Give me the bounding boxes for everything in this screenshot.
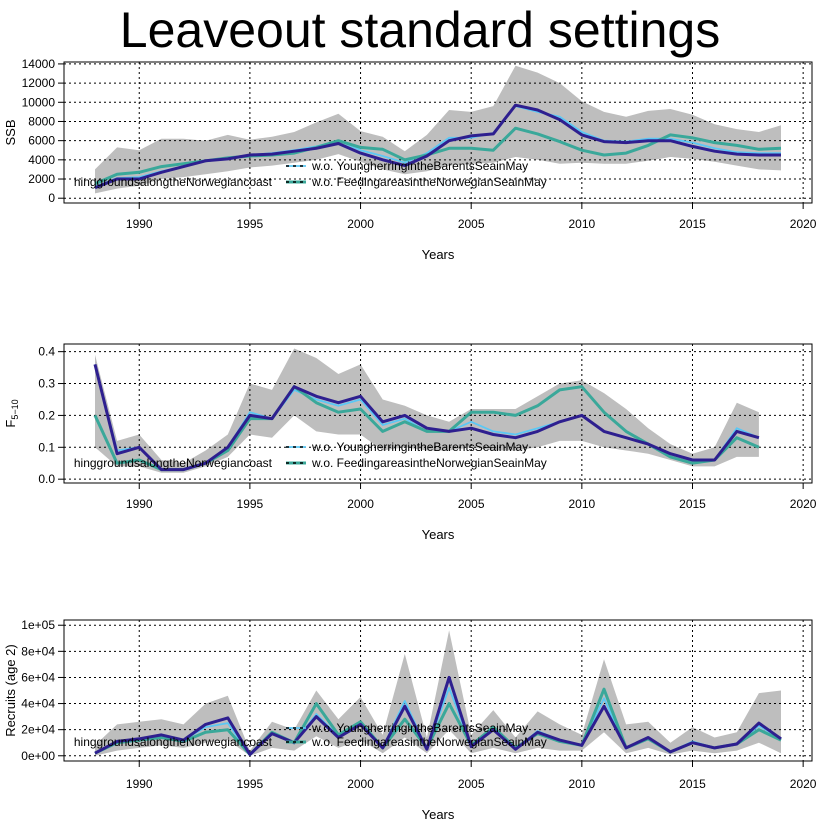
confidence-band xyxy=(95,630,781,756)
series-line-baseline xyxy=(94,103,781,190)
y-tick-label: 0e+00 xyxy=(21,749,55,763)
y-axis-title-subscript: 5−10 xyxy=(10,399,20,419)
y-tick-label: 0.4 xyxy=(38,345,55,359)
x-tick-label: 2020 xyxy=(790,777,817,791)
legend-label-cut: hinggroundsalongtheNorwegiancoast xyxy=(74,456,273,470)
x-tick-label: 2010 xyxy=(568,777,595,791)
chart-panel-2: 1990 1995 2000 2005 2010 2015 2020 0.0 0.1 0.2 0.3… xyxy=(3,343,817,542)
legend-label: w.o. FeedingareasintheNorwegianSeainMay xyxy=(311,175,547,189)
legend-label-cut: hinggroundsalongtheNorwegiancoast xyxy=(74,175,273,189)
x-tick-label: 2010 xyxy=(568,217,595,231)
plot-frame xyxy=(63,343,813,484)
y-tick-label: 0.3 xyxy=(38,377,55,391)
y-tick-label: 14000 xyxy=(22,57,56,71)
y-tick-label: 12000 xyxy=(22,76,56,90)
y-tick-label: 2e+04 xyxy=(21,723,55,737)
x-tick-label: 1990 xyxy=(126,497,153,511)
y-tick-label: 6000 xyxy=(28,134,55,148)
x-tick-label: 1990 xyxy=(126,217,153,231)
y-tick-label: 0.1 xyxy=(38,440,55,454)
y-tick-label: 0 xyxy=(48,191,55,205)
confidence-band xyxy=(95,348,759,473)
x-tick-label: 1995 xyxy=(237,497,264,511)
x-tick-label: 2015 xyxy=(679,217,706,231)
y-tick-label: 10000 xyxy=(22,95,56,109)
main-title: Leaveout standard settings xyxy=(119,2,721,58)
y-tick-label: 0.0 xyxy=(38,472,55,486)
plot-frame xyxy=(63,619,813,762)
legend-label: w.o. YoungherringintheBarentsSeainMay xyxy=(311,159,528,173)
y-tick-label: 0.2 xyxy=(38,408,55,422)
x-tick-label: 2020 xyxy=(790,497,817,511)
legend-label: w.o. FeedingareasintheNorwegianSeainMay xyxy=(311,456,547,470)
plot-frame xyxy=(63,61,813,204)
x-tick-label: 2000 xyxy=(347,777,374,791)
y-tick-label: 6e+04 xyxy=(21,670,55,684)
x-tick-label: 1995 xyxy=(237,777,264,791)
legend-label: w.o. YoungherringintheBarentsSeainMay xyxy=(311,440,528,454)
x-tick-label: 2000 xyxy=(347,217,374,231)
x-tick-label: 2015 xyxy=(679,497,706,511)
legend-label: w.o. YoungherringintheBarentsSeainMay xyxy=(311,721,528,735)
confidence-band xyxy=(95,65,781,194)
y-axis-title: SSB xyxy=(3,119,18,145)
y-tick-label: 2000 xyxy=(28,172,55,186)
chart-panel-1: 1990 1995 2000 2005 2010 2015 2020 0 2000 4000 600… xyxy=(3,57,817,262)
x-tick-label: 2020 xyxy=(790,217,817,231)
y-tick-label: 1e+05 xyxy=(21,618,55,632)
x-tick-label: 1990 xyxy=(126,777,153,791)
x-axis-title: Years xyxy=(422,807,455,822)
y-axis-title: F5−10 xyxy=(3,399,20,427)
series-line-baseline xyxy=(93,364,760,472)
x-tick-label: 2010 xyxy=(568,497,595,511)
x-tick-label: 2005 xyxy=(458,777,485,791)
x-tick-label: 2005 xyxy=(458,497,485,511)
y-tick-label: 8e+04 xyxy=(21,644,55,658)
x-tick-label: 2005 xyxy=(458,217,485,231)
series-line-baseline xyxy=(94,675,782,756)
x-tick-label: 1995 xyxy=(237,217,264,231)
y-axis-title: Recruits (age 2) xyxy=(3,644,18,736)
chart-panel-3: 1990 1995 2000 2005 2010 2015 2020 0e+00 2e+04 4e… xyxy=(3,618,817,822)
legend-label: w.o. FeedingareasintheNorwegianSeainMay xyxy=(311,735,547,749)
legend-label-cut: hinggroundsalongtheNorwegiancoast xyxy=(74,735,273,749)
x-axis-title: Years xyxy=(422,527,455,542)
y-tick-label: 4e+04 xyxy=(21,697,55,711)
y-tick-label: 4000 xyxy=(28,153,55,167)
x-tick-label: 2015 xyxy=(679,777,706,791)
x-axis-title: Years xyxy=(422,247,455,262)
y-tick-label: 8000 xyxy=(28,114,55,128)
x-tick-label: 2000 xyxy=(347,497,374,511)
